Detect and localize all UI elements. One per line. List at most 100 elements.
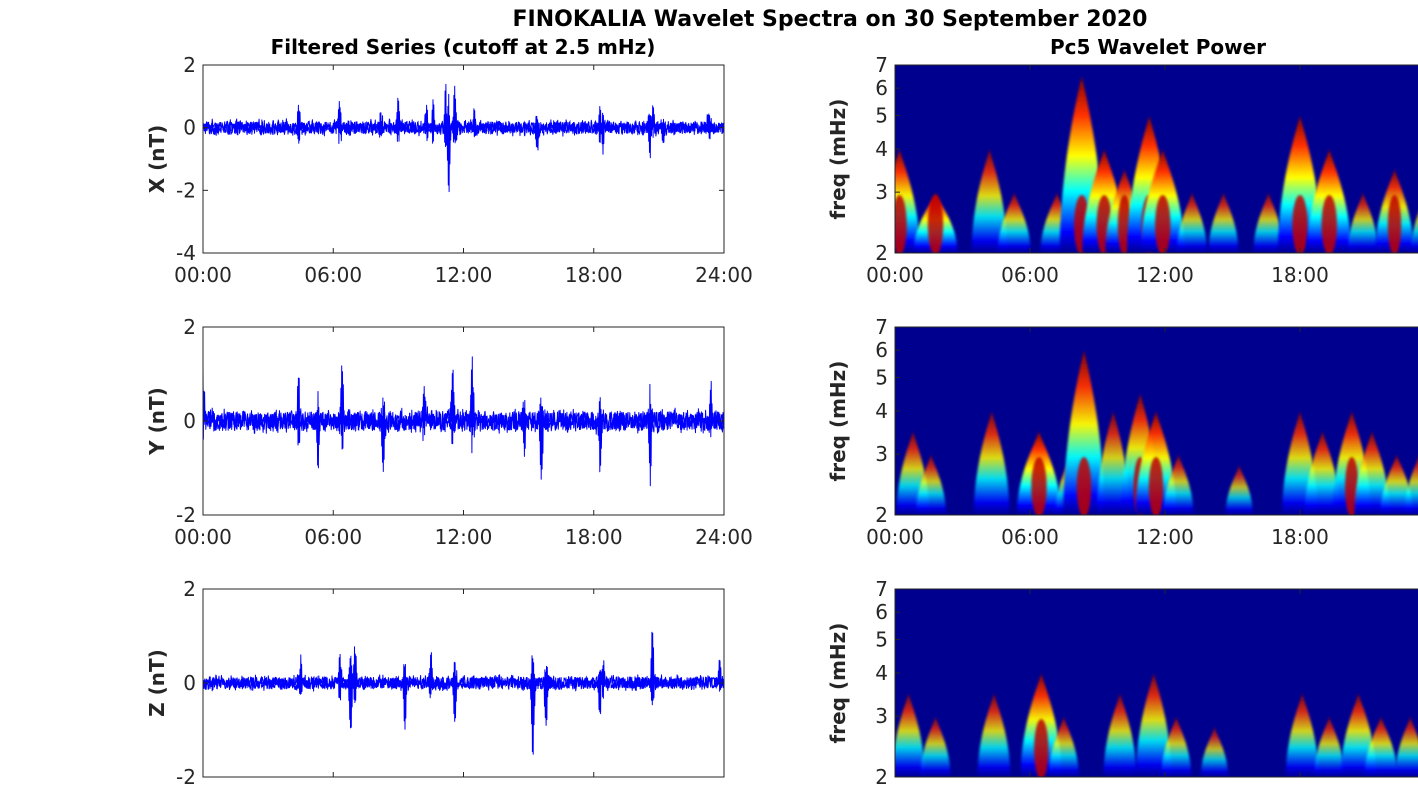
panel-y-series: -2 0 2 00:00 06:00 12:00 18:00 24:00 Y (nT) <box>145 315 753 549</box>
power-core <box>1321 195 1337 253</box>
y-tick-label: 6 <box>875 338 888 362</box>
power-event <box>1411 214 1418 253</box>
power-event <box>1404 458 1418 515</box>
power-event <box>1063 350 1105 515</box>
y-axis-label: freq (mHz) <box>826 623 850 744</box>
y-tick-label: 7 <box>875 315 888 339</box>
panel-z-spectrum: 2 3 4 5 67 freq (mHz) <box>826 577 1418 788</box>
x-tick-label: 06:00 <box>304 525 362 549</box>
power-event <box>1208 192 1239 253</box>
power-event <box>1177 192 1207 253</box>
power-event <box>1200 726 1229 777</box>
plot-area <box>203 65 724 253</box>
power-event <box>1380 454 1414 515</box>
y-tick-label: 7 <box>875 53 888 77</box>
y-tick-label: 0 <box>183 409 196 433</box>
x-tick-label: 00:00 <box>866 525 924 549</box>
y-tick-label: 2 <box>183 53 196 77</box>
power-event <box>1161 716 1192 777</box>
series-band-y <box>203 410 724 432</box>
y-tick-label: 0 <box>183 116 196 140</box>
power-event <box>1253 192 1284 253</box>
y-tick-label: 2 <box>875 241 888 265</box>
series-band-x <box>203 119 724 136</box>
x-tick-label: 18:00 <box>1271 525 1329 549</box>
y-tick-label: 3 <box>875 180 888 204</box>
x-tick-label: 06:00 <box>1001 263 1059 287</box>
x-tick-label: 00:00 <box>174 263 232 287</box>
y-tick-label: 2 <box>183 577 196 601</box>
y-tick-label: 2 <box>875 765 888 788</box>
y-axis-label: Z (nT) <box>145 649 169 717</box>
y-tick-label: 4 <box>875 137 888 161</box>
y-tick-label: 2 <box>875 503 888 527</box>
x-tick-label: 00:00 <box>866 263 924 287</box>
y-tick-label: 7 <box>875 577 888 601</box>
power-core <box>895 195 907 253</box>
x-tick-label: 12:00 <box>1136 525 1194 549</box>
power-event <box>1048 716 1079 777</box>
y-axis-label: X (nT) <box>145 125 169 194</box>
power-event <box>977 693 1011 777</box>
x-tick-label: 06:00 <box>304 263 362 287</box>
y-axis-label: freq (mHz) <box>826 99 850 220</box>
y-tick-label: 6 <box>875 76 888 100</box>
panel-x-spectrum: Pc5 Wavelet Power 2 3 4 5 67 00:00 06:00 12:00 1… <box>826 35 1418 287</box>
power-core <box>1148 457 1164 515</box>
series-band-z <box>203 675 724 691</box>
panel-x-spectrum-title: Pc5 Wavelet Power <box>1050 35 1266 59</box>
x-tick-label: 12:00 <box>435 263 493 287</box>
y-tick-label: -2 <box>176 178 196 202</box>
power-core <box>927 195 944 253</box>
y-tick-label: 0 <box>183 671 196 695</box>
x-tick-label: 24:00 <box>695 263 753 287</box>
power-event <box>1096 410 1130 515</box>
power-core <box>1031 457 1047 515</box>
x-tick-label: 18:00 <box>565 263 623 287</box>
power-core <box>1387 195 1402 253</box>
power-event <box>1285 693 1319 777</box>
panel-z-series: -2 0 2 Z (nT) <box>145 577 725 788</box>
y-tick-label: -4 <box>176 241 196 265</box>
x-tick-label: 12:00 <box>1136 263 1194 287</box>
power-core <box>1034 719 1049 777</box>
x-tick-label: 18:00 <box>565 525 623 549</box>
power-event <box>1103 693 1137 777</box>
power-event <box>1354 431 1390 515</box>
y-tick-label: 3 <box>875 442 888 466</box>
figure-title: FINOKALIA Wavelet Spectra on 30 Septembe… <box>513 7 1148 32</box>
y-tick-label: 3 <box>875 704 888 728</box>
power-event <box>1348 192 1378 253</box>
y-tick-label: 5 <box>875 627 888 651</box>
power-event <box>1135 672 1172 777</box>
power-event <box>997 192 1031 253</box>
x-tick-label: 00:00 <box>174 525 232 549</box>
power-core <box>1155 195 1171 253</box>
panel-x-series: Filtered Series (cutoff at 2.5 mHz) -4 -2… <box>145 35 753 287</box>
power-event <box>1314 716 1345 777</box>
power-core <box>1292 195 1308 253</box>
power-event <box>1364 716 1398 777</box>
y-tick-label: -2 <box>176 765 196 788</box>
y-tick-label: -2 <box>176 503 196 527</box>
power-event <box>1304 431 1341 515</box>
y-tick-label: 5 <box>875 103 888 127</box>
x-tick-label: 24:00 <box>695 525 753 549</box>
y-tick-label: 5 <box>875 365 888 389</box>
power-event <box>895 693 925 777</box>
y-tick-label: 4 <box>875 661 888 685</box>
power-event <box>973 410 1010 515</box>
power-event <box>1225 464 1253 515</box>
power-event <box>1395 716 1418 777</box>
x-tick-label: 18:00 <box>1271 263 1329 287</box>
x-tick-label: 06:00 <box>1001 525 1059 549</box>
y-axis-label: Y (nT) <box>145 387 169 456</box>
power-event <box>1163 454 1194 515</box>
y-tick-label: 4 <box>875 399 888 423</box>
panel-x-series-title: Filtered Series (cutoff at 2.5 mHz) <box>271 35 656 59</box>
power-core <box>1076 457 1092 515</box>
y-axis-label: freq (mHz) <box>826 361 850 482</box>
y-tick-label: 6 <box>875 600 888 624</box>
